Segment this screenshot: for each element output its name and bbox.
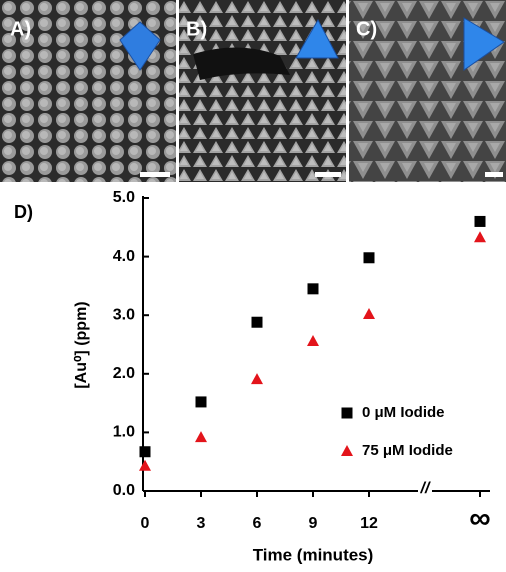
panel-label: A) — [10, 18, 31, 40]
y-tick-label: 2.0 — [113, 365, 135, 382]
gap — [193, 47, 290, 80]
scale-bar — [315, 172, 341, 177]
data-point — [195, 431, 207, 443]
scale-bar — [485, 172, 503, 177]
data-point — [363, 308, 375, 320]
data-point — [139, 446, 151, 458]
data-point — [363, 252, 375, 264]
x-tick-label: 9 — [309, 515, 318, 532]
y-tick-label: 1.0 — [113, 424, 135, 441]
panel-label: D) — [14, 202, 33, 222]
legend-label: 0 μM Iodide — [362, 404, 445, 421]
panel-c: C) — [349, 0, 506, 182]
panel-b: B) — [179, 0, 346, 182]
x-tick-label: 3 — [197, 515, 206, 532]
legend-marker — [341, 407, 353, 419]
scale-bar — [140, 172, 170, 177]
x-tick-label: 6 — [253, 515, 262, 532]
y-tick-label: 5.0 — [113, 189, 135, 206]
data-point — [251, 316, 263, 328]
y-tick-label: 3.0 — [113, 306, 135, 323]
y-tick-label: 0.0 — [113, 482, 135, 499]
octahedron-icon — [119, 21, 161, 71]
legend-label: 75 μM Iodide — [362, 442, 453, 459]
x-tick-label: ∞ — [469, 502, 490, 535]
y-axis-label: [Au⁰] (ppm) — [73, 301, 90, 388]
data-point — [195, 396, 207, 408]
data-point — [474, 231, 486, 243]
x-axis-label: Time (minutes) — [253, 545, 374, 564]
tetrahedron-icon — [295, 18, 339, 59]
x-tick-label: 0 — [141, 515, 150, 532]
axis-break: // — [420, 480, 431, 497]
data-point — [474, 215, 486, 227]
data-point — [307, 283, 319, 295]
panel-label: C) — [356, 18, 377, 40]
triangle-icon — [463, 17, 505, 71]
x-tick-label: 12 — [360, 515, 378, 532]
data-point — [307, 334, 319, 346]
data-point — [139, 459, 151, 471]
y-tick-label: 4.0 — [113, 248, 135, 265]
data-point — [251, 373, 263, 385]
legend-marker — [341, 445, 353, 456]
panel-a: A) — [0, 0, 176, 182]
panel-label: B) — [186, 18, 207, 40]
